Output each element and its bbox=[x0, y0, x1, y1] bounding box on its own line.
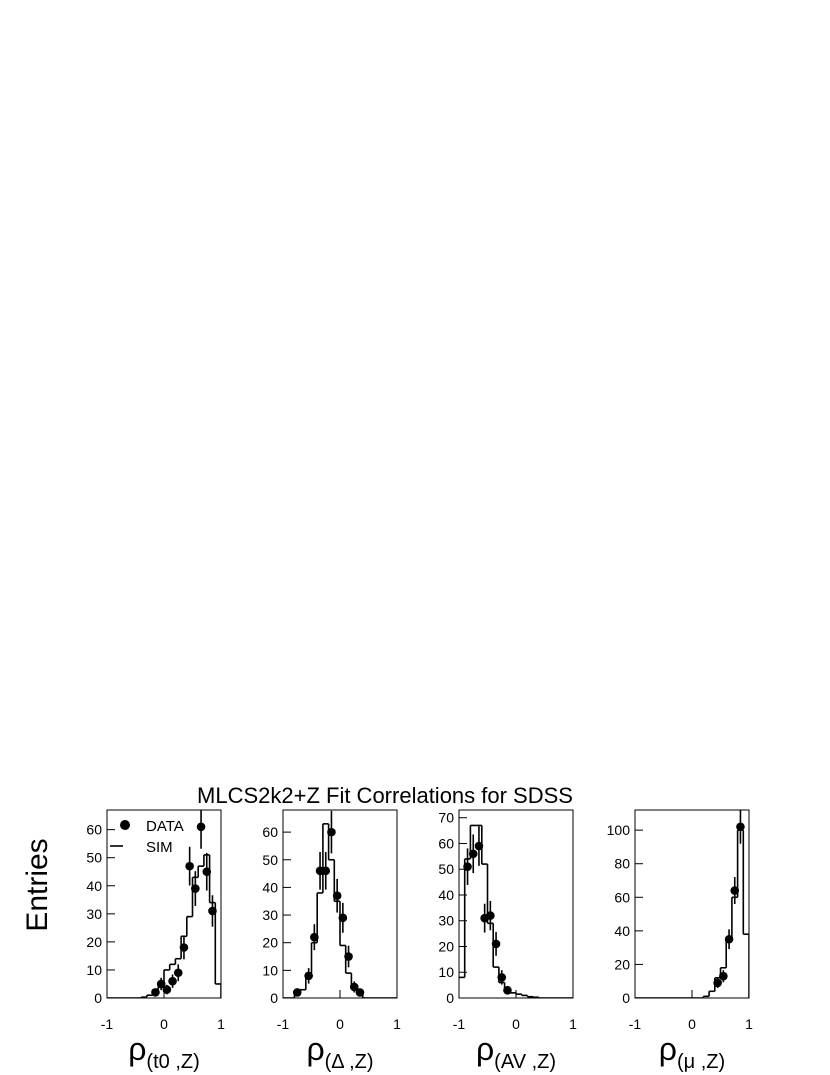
y-tick-label: 50 bbox=[438, 861, 454, 877]
x-tick-label: 0 bbox=[160, 1016, 168, 1032]
y-tick-label: 30 bbox=[262, 907, 278, 923]
data-point bbox=[736, 822, 745, 832]
x-label-symbol: ρ bbox=[476, 1031, 494, 1067]
plot-area bbox=[107, 810, 221, 998]
legend-marker bbox=[120, 820, 130, 830]
x-axis-label: ρ(Δ ,Z) bbox=[306, 1031, 373, 1073]
data-point bbox=[168, 976, 177, 986]
x-tick-label: -1 bbox=[453, 1016, 466, 1032]
x-label-symbol: ρ bbox=[659, 1031, 677, 1067]
x-tick-label: 1 bbox=[569, 1016, 577, 1032]
figure-title: MLCS2k2+Z Fit Correlations for SDSS bbox=[197, 783, 573, 808]
y-tick-label: 30 bbox=[86, 906, 102, 922]
x-axis-label: ρ(t0 ,Z) bbox=[128, 1031, 200, 1073]
x-label-subscript: (t0 ,Z) bbox=[146, 1051, 199, 1073]
x-tick-label: 1 bbox=[393, 1016, 401, 1032]
plot-area bbox=[459, 824, 573, 998]
x-label-subscript: (Δ ,Z) bbox=[325, 1051, 374, 1073]
y-tick-label: 60 bbox=[86, 822, 102, 838]
x-tick-label: 1 bbox=[217, 1016, 225, 1032]
y-tick-label: 50 bbox=[262, 852, 278, 868]
x-tick-label: -1 bbox=[101, 1016, 114, 1032]
y-tick-label: 70 bbox=[438, 810, 454, 826]
y-tick-label: 40 bbox=[262, 879, 278, 895]
y-tick-label: 60 bbox=[438, 835, 454, 851]
y-tick-label: 10 bbox=[262, 962, 278, 978]
y-tick-label: 40 bbox=[86, 878, 102, 894]
y-tick-label: 0 bbox=[270, 990, 278, 1006]
data-point bbox=[196, 822, 206, 832]
x-tick-label: -1 bbox=[629, 1016, 642, 1032]
x-axis-label: ρ(AV ,Z) bbox=[476, 1031, 556, 1073]
y-tick-label: 80 bbox=[614, 856, 630, 872]
y-tick-label: 0 bbox=[446, 990, 454, 1006]
x-label-symbol: ρ bbox=[128, 1031, 146, 1067]
x-axis-label: ρ(μ ,Z) bbox=[659, 1031, 725, 1073]
x-tick-label: 0 bbox=[688, 1016, 696, 1032]
x-tick-label: 1 bbox=[745, 1016, 753, 1032]
y-tick-label: 10 bbox=[438, 964, 454, 980]
data-point bbox=[162, 985, 172, 994]
y-tick-label: 20 bbox=[86, 934, 102, 950]
y-tick-label: 0 bbox=[94, 990, 102, 1006]
x-label-subscript: (μ ,Z) bbox=[677, 1051, 725, 1073]
x-tick-label: 0 bbox=[512, 1016, 520, 1032]
data-point bbox=[185, 861, 194, 871]
y-tick-label: 50 bbox=[86, 850, 102, 866]
y-tick-label: 0 bbox=[622, 990, 630, 1006]
y-tick-label: 40 bbox=[438, 887, 454, 903]
y-tick-label: 30 bbox=[438, 913, 454, 929]
data-point bbox=[173, 968, 183, 978]
plot-area bbox=[635, 810, 749, 998]
legend-label: DATA bbox=[146, 818, 184, 835]
y-axis-label: Entries bbox=[21, 838, 54, 931]
x-label-subscript: (AV ,Z) bbox=[494, 1051, 556, 1073]
x-label-symbol: ρ bbox=[306, 1031, 324, 1067]
y-tick-label: 40 bbox=[614, 923, 630, 939]
x-tick-label: 0 bbox=[336, 1016, 344, 1032]
x-tick-label: -1 bbox=[277, 1016, 290, 1032]
y-tick-label: 20 bbox=[262, 935, 278, 951]
y-tick-label: 60 bbox=[262, 824, 278, 840]
y-tick-label: 20 bbox=[438, 938, 454, 954]
y-tick-label: 60 bbox=[614, 889, 630, 905]
legend-label: SIM bbox=[146, 839, 173, 856]
plot-area bbox=[283, 810, 397, 998]
y-tick-label: 10 bbox=[86, 962, 102, 978]
y-tick-label: 20 bbox=[614, 956, 630, 972]
y-tick-label: 100 bbox=[607, 822, 631, 838]
